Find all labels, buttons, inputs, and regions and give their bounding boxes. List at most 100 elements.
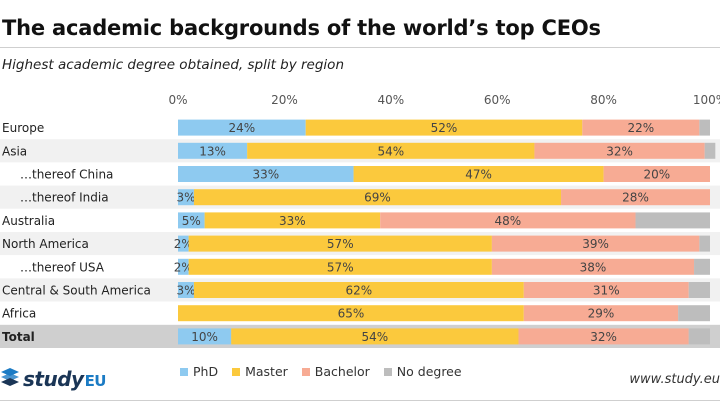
bar-segment-no-degree	[704, 142, 716, 159]
category-label: …thereof India	[20, 191, 109, 205]
bar-segment-bachelor	[380, 212, 636, 229]
chart-subtitle: Highest academic degree obtained, split …	[2, 57, 344, 73]
book-stack-icon	[1, 368, 19, 386]
bar-segment-bachelor	[582, 119, 700, 136]
data-label: 33%	[252, 168, 279, 182]
bar-segment-bachelor	[603, 166, 710, 182]
data-label: 31%	[593, 284, 620, 298]
data-label: 3%	[176, 284, 195, 298]
bar-segment-master	[353, 166, 604, 182]
data-label: 3%	[176, 191, 195, 205]
x-tick-label: 80%	[590, 93, 617, 107]
data-label: 2%	[174, 237, 193, 251]
bottom-divider	[0, 400, 720, 401]
legend-item: PhD	[180, 364, 218, 379]
bar-segment-no-degree	[699, 119, 710, 136]
bar-segment-phd	[178, 166, 354, 182]
data-label: 10%	[191, 330, 218, 344]
category-label: Asia	[2, 144, 27, 158]
bar-segment-master	[193, 189, 562, 206]
data-label: 52%	[431, 121, 458, 135]
bar-segment-master	[193, 282, 524, 298]
data-label: 32%	[590, 330, 617, 344]
bar-segment-phd	[178, 328, 232, 345]
legend-swatch	[232, 367, 241, 376]
source-url: www.study.eu	[629, 372, 720, 387]
category-label: …thereof USA	[20, 260, 105, 274]
bar-segment-master	[305, 119, 583, 136]
category-label: Africa	[2, 307, 36, 321]
bar-segment-phd	[178, 258, 189, 275]
data-label: 5%	[182, 214, 201, 228]
data-label: 38%	[580, 260, 607, 274]
legend-swatch	[383, 367, 392, 376]
bar-segment-phd	[178, 119, 306, 136]
bar-segment-bachelor	[491, 235, 700, 252]
bar-segment-bachelor	[518, 328, 689, 345]
data-label: 22%	[628, 121, 655, 135]
chart-legend: PhD Master Bachelor No degree	[180, 364, 462, 379]
bar-segment-phd	[178, 235, 189, 252]
title-divider	[0, 47, 720, 48]
bar-segment-master	[188, 235, 492, 252]
bar-segment-master	[231, 328, 519, 345]
legend-swatch	[180, 367, 188, 376]
study-eu-logo: studyEU	[0, 366, 107, 392]
x-tick-label: 40%	[377, 93, 404, 107]
category-label: Europe	[2, 121, 44, 135]
chart-title: The academic backgrounds of the world’s …	[2, 16, 601, 40]
bar-segment-phd	[178, 282, 194, 298]
data-label: 54%	[377, 144, 404, 158]
data-label: 57%	[327, 260, 354, 274]
data-label: 24%	[229, 121, 256, 135]
legend-label: Master	[245, 364, 288, 379]
data-label: 13%	[199, 144, 226, 158]
data-label: 39%	[582, 237, 609, 251]
data-label: 65%	[338, 307, 365, 321]
legend-item: Master	[232, 364, 288, 379]
bar-segment-no-degree	[635, 212, 710, 229]
x-tick-label: 100%	[693, 93, 720, 107]
bar-segment-phd	[178, 212, 205, 229]
data-label: 48%	[495, 214, 522, 228]
bar-segment-no-degree	[678, 305, 710, 322]
bar-segment-master	[178, 305, 524, 322]
legend-item: Bachelor	[301, 364, 370, 379]
bar-segment-bachelor	[523, 282, 689, 298]
bar-segment-bachelor	[561, 189, 710, 206]
data-label: 57%	[327, 237, 354, 251]
data-label: 62%	[346, 284, 373, 298]
bar-segment-bachelor	[534, 142, 705, 159]
x-tick-label: 60%	[484, 93, 511, 107]
category-label: Central & South America	[2, 284, 151, 298]
legend-swatch	[301, 367, 310, 376]
legend-label: PhD	[193, 364, 219, 379]
bar-segment-no-degree	[699, 235, 710, 252]
data-label: 29%	[588, 307, 615, 321]
category-label: North America	[2, 237, 89, 251]
bar-segment-phd	[178, 142, 248, 159]
bar-segment-master	[188, 258, 492, 275]
bar-segment-master	[247, 142, 535, 159]
data-label: 20%	[643, 168, 670, 182]
bar-segment-bachelor	[523, 305, 679, 322]
bar-segment-master	[204, 212, 381, 229]
logo-wordmark: studyEU	[23, 367, 107, 391]
bar-segment-no-degree	[688, 282, 710, 298]
data-label: 2%	[174, 260, 193, 274]
data-label: 47%	[465, 168, 492, 182]
x-tick-label: 0%	[168, 93, 187, 107]
data-label: 32%	[606, 144, 633, 158]
data-label: 54%	[362, 330, 389, 344]
bar-segment-phd	[178, 189, 194, 206]
category-label: …thereof China	[20, 168, 113, 182]
data-label: 28%	[622, 191, 649, 205]
bar-segment-bachelor	[491, 258, 695, 275]
x-tick-label: 20%	[271, 93, 298, 107]
legend-label: No degree	[396, 364, 462, 379]
legend-label: Bachelor	[314, 364, 370, 379]
bar-segment-no-degree	[694, 258, 710, 275]
legend-item: No degree	[383, 364, 462, 379]
data-label: 33%	[279, 214, 306, 228]
bar-segment-no-degree	[688, 328, 710, 345]
